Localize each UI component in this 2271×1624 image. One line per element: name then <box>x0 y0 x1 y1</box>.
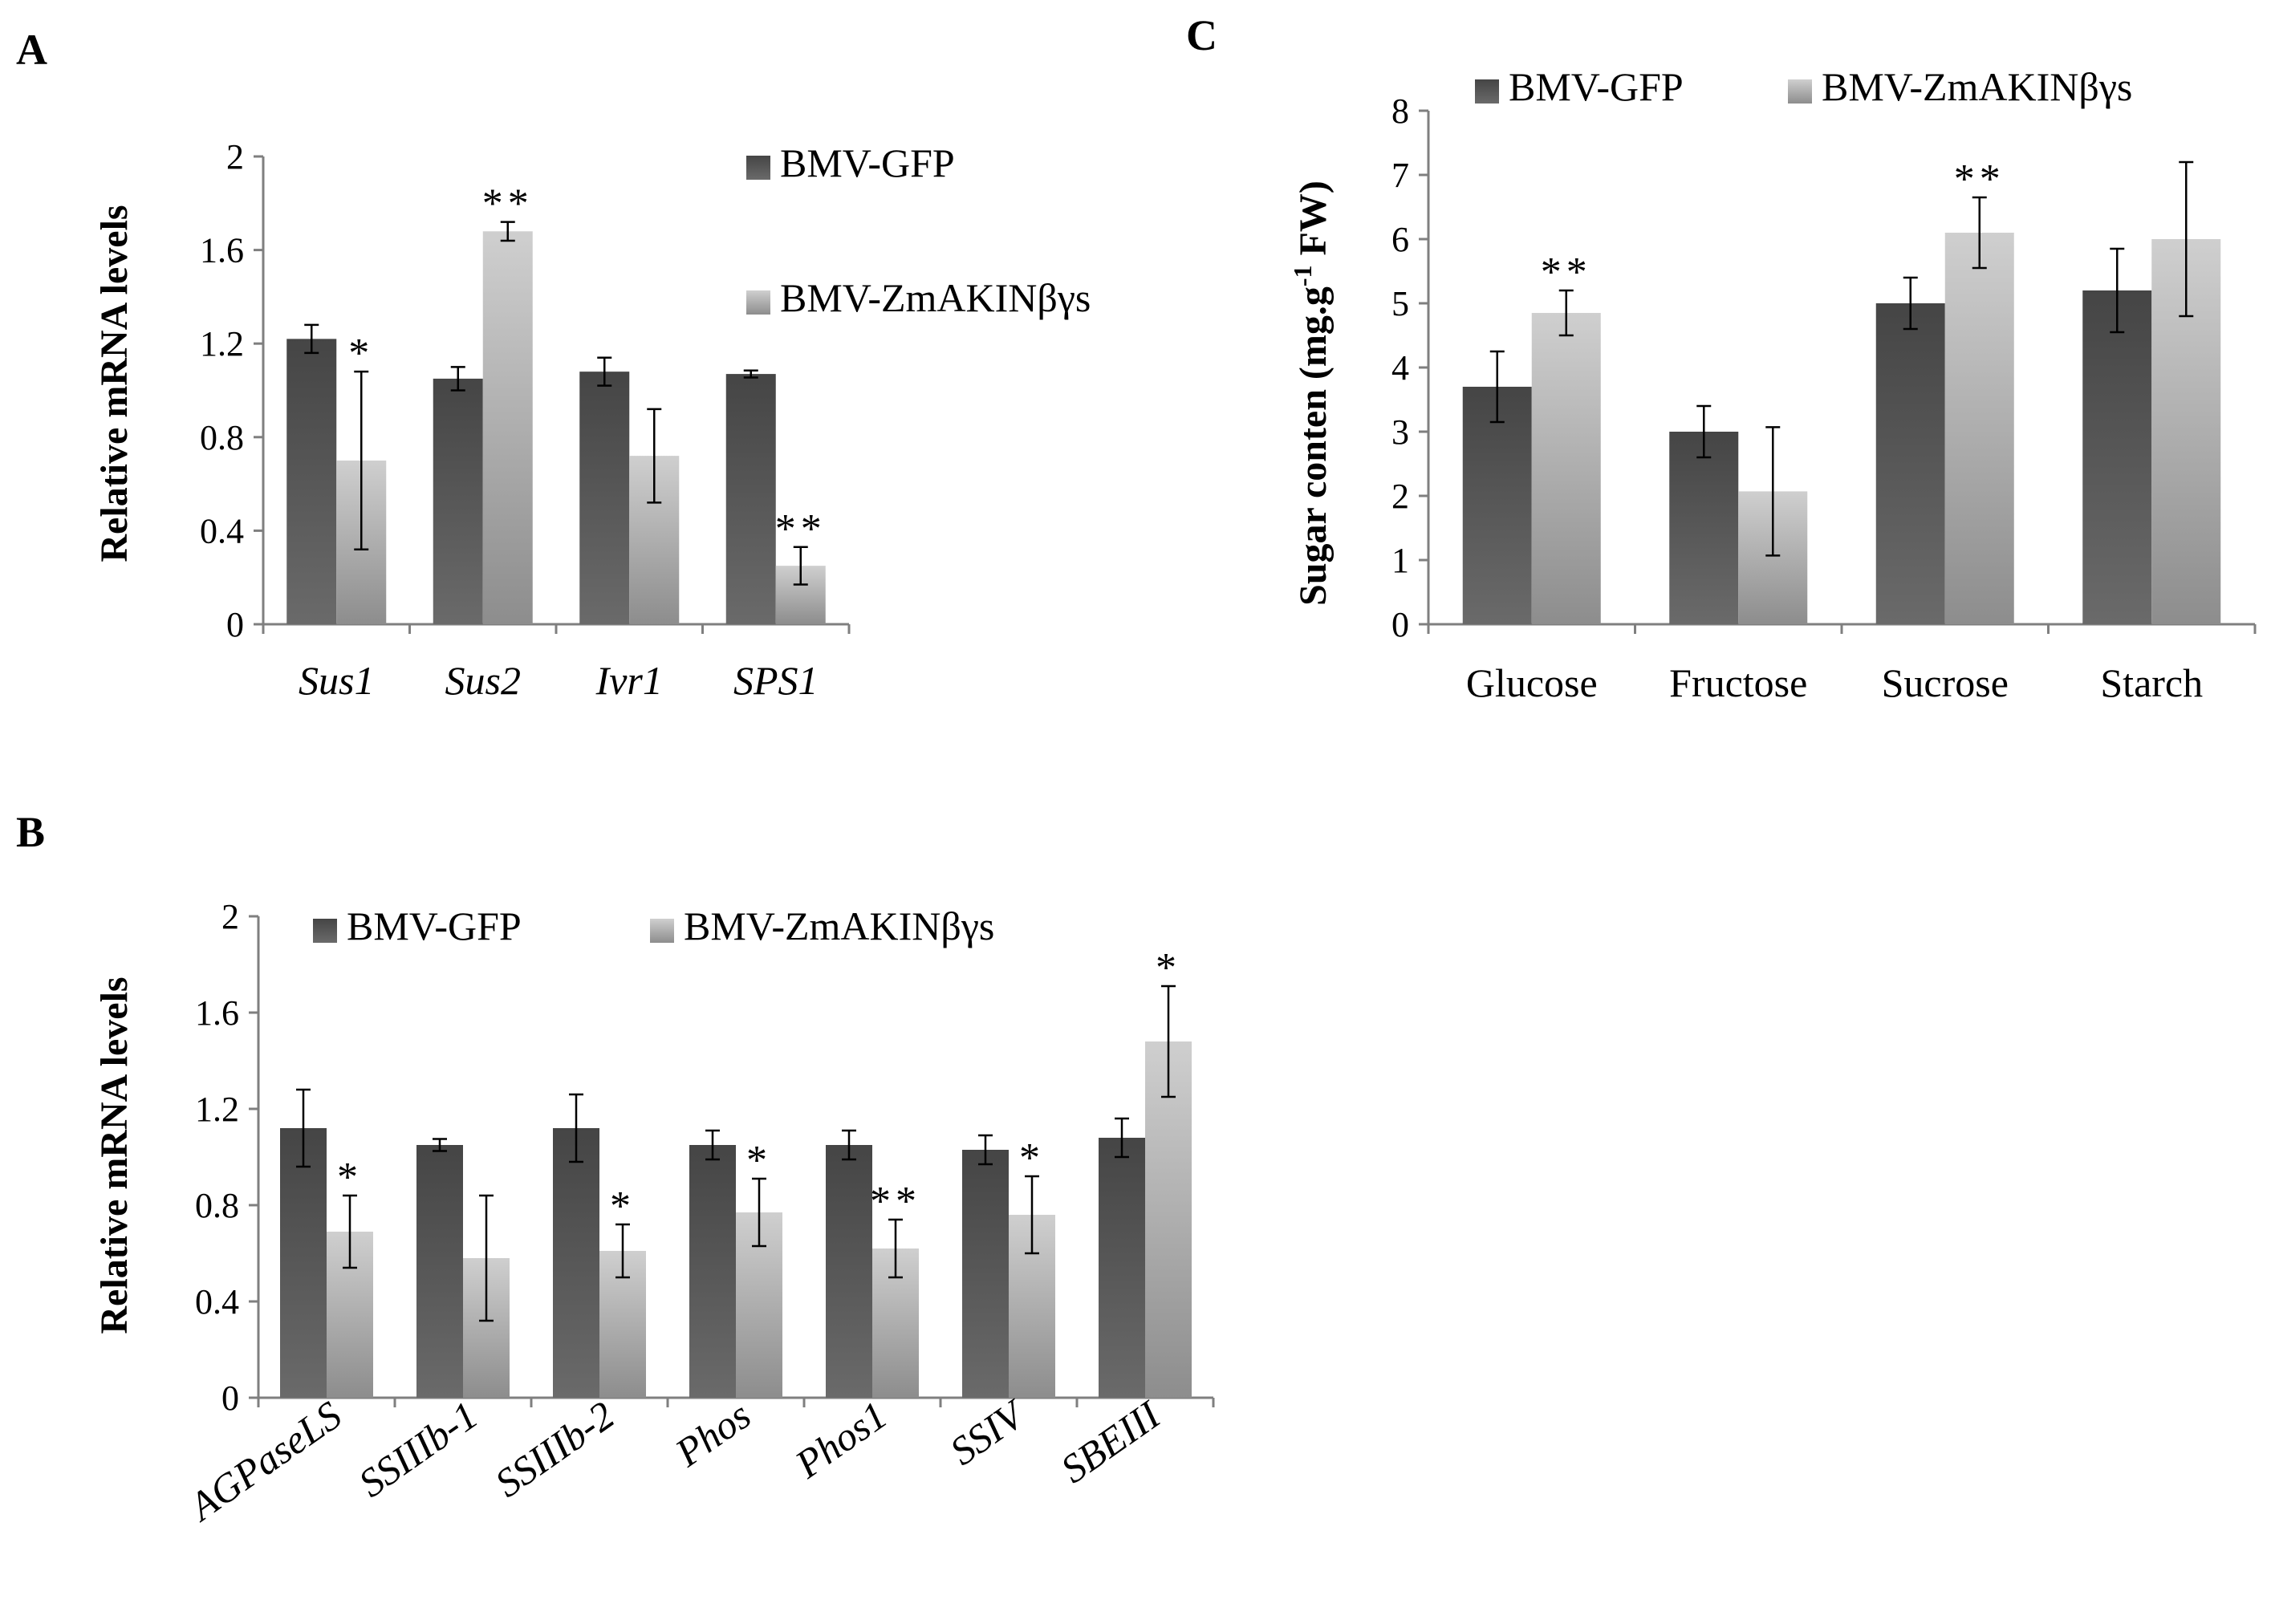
panel-c-legend-swatch <box>1788 79 1812 104</box>
panel-c-y-label-end: FW) <box>1292 181 1335 265</box>
panel-b-bar-gfp <box>416 1145 463 1398</box>
panel-a-y-axis-label: Relative mRNA levels <box>93 205 136 562</box>
panel-b-legend-swatch <box>650 919 674 943</box>
panel-c-legend-label: BMV-ZmAKINβγs <box>1822 64 2132 109</box>
panel-b-category-label: SBEIII <box>1053 1391 1169 1492</box>
panel-b-bar-gfp <box>280 1128 327 1398</box>
panel-c-y-tick-label: 5 <box>1391 284 1409 323</box>
panel-c-y-tick-label: 1 <box>1391 541 1409 580</box>
panel-a-bar-gfp <box>725 374 776 624</box>
panel-a-y-tick-label: 0.8 <box>200 418 244 457</box>
panel-c-significance-mark: ** <box>1954 156 2005 202</box>
panel-c-bar-zmakin <box>1531 313 1601 624</box>
panel-a-y-tick-label: 0.4 <box>200 511 244 550</box>
panel-b-category-label: SSIV <box>942 1390 1035 1474</box>
panel-a-category-label: SPS1 <box>733 658 819 703</box>
panel-b-category-label: Phos1 <box>786 1392 895 1487</box>
panel-a-bar-zmakin <box>482 231 533 624</box>
panel-c-y-tick-label: 0 <box>1391 605 1409 644</box>
panel-b-y-tick-label: 1.2 <box>195 1090 239 1129</box>
panel-b-significance-mark: * <box>337 1155 363 1200</box>
panel-c-plot-area: 0 1 2 3 4 5 6 7 8 ** Glucose Fructose ** Sucrose Starc… <box>1391 64 2257 705</box>
panel-b-y-tick-label: 2 <box>221 897 239 936</box>
panel-a-category-label: Ivr1 <box>595 658 663 703</box>
panel-c-y-tick-label: 4 <box>1391 348 1409 388</box>
panel-a-legend-label: BMV-ZmAKINβγs <box>780 275 1091 320</box>
panel-b-bar-gfp <box>826 1145 872 1398</box>
panel-a-y-tick-label: 0 <box>226 605 244 644</box>
panel-b-significance-mark: ** <box>870 1179 921 1224</box>
panel-b-bar-gfp <box>553 1128 599 1398</box>
panel-c-legend-label: BMV-GFP <box>1509 64 1684 109</box>
panel-a-bar-gfp <box>579 371 630 624</box>
panel-c-y-tick-label: 2 <box>1391 477 1409 516</box>
panel-b-significance-mark: * <box>1019 1135 1045 1181</box>
panel-c-y-label-superscript: -1 <box>1288 265 1317 286</box>
panel-b-category-label: AGPaseLS <box>179 1392 349 1530</box>
panel-a-letter: A <box>16 26 47 74</box>
panel-b-chart: B Relative mRNA levels 0 0.4 0.8 1.2 1.6 2 * AG… <box>16 808 1215 1530</box>
panel-a-significance-mark: ** <box>775 506 827 552</box>
panel-b-significance-mark: * <box>610 1183 636 1229</box>
panel-c-bar-gfp <box>2082 290 2152 624</box>
panel-b-category-label: SSIIIb-1 <box>351 1392 486 1505</box>
panel-c-legend-swatch <box>1475 79 1499 104</box>
panel-b-significance-mark: * <box>1156 945 1181 991</box>
panel-a-bar-gfp <box>286 339 337 624</box>
panel-a-legend-swatch <box>746 290 770 315</box>
panel-b-bar-zmakin <box>1145 1041 1192 1398</box>
panel-b-letter: B <box>16 808 45 856</box>
panel-a-category-label: Sus1 <box>299 658 374 703</box>
panel-b-y-tick-label: 1.6 <box>195 993 239 1033</box>
panel-a-y-tick-label: 1.6 <box>200 231 244 270</box>
panel-b-bar-gfp <box>962 1150 1009 1398</box>
panel-c-bar-gfp <box>1462 387 1532 624</box>
panel-c-category-label: Sucrose <box>1882 660 2009 705</box>
panel-b-category-label: SSIIIb-2 <box>487 1392 623 1505</box>
panel-a-y-tick-label: 2 <box>226 137 244 177</box>
panel-c-y-tick-label: 6 <box>1391 220 1409 259</box>
panel-c-category-label: Starch <box>2100 660 2203 705</box>
panel-b-significance-mark: * <box>746 1138 772 1183</box>
panel-b-legend-label: BMV-GFP <box>347 903 522 948</box>
panel-a-legend-label: BMV-GFP <box>780 140 955 185</box>
panel-a-significance-mark: * <box>348 331 374 376</box>
panel-c-category-label: Glucose <box>1466 660 1598 705</box>
panel-c-bar-zmakin <box>1944 233 2014 624</box>
panel-b-legend-swatch <box>313 919 337 943</box>
panel-c-category-label: Fructose <box>1669 660 1807 705</box>
panel-b-category-label: Phos <box>666 1392 758 1476</box>
panel-a-legend-swatch <box>746 156 770 180</box>
panel-b-plot-area: 0 0.4 0.8 1.2 1.6 2 * AGPaseLS SSIIIb-1 * SSIIIb-2… <box>179 897 1215 1530</box>
panel-c-y-tick-label: 7 <box>1391 156 1409 195</box>
panel-b-y-axis-label: Relative mRNA levels <box>93 976 136 1334</box>
panel-a-y-tick-label: 1.2 <box>200 324 244 363</box>
panel-c-significance-mark: ** <box>1541 250 1592 295</box>
panel-c-bar-gfp <box>1875 303 1945 624</box>
panel-c-y-axis-label: Sugar conten (mg.g-1 FW) <box>1288 181 1335 606</box>
panel-b-bar-gfp <box>689 1145 736 1398</box>
panel-b-legend-label: BMV-ZmAKINβγs <box>684 903 994 948</box>
panel-a-plot-area: 0 0.4 0.8 1.2 1.6 2 * Sus1 ** Sus2 Ivr1 ** SPS1 BMV-G… <box>200 137 1091 703</box>
panel-a-bar-gfp <box>433 378 483 624</box>
panel-b-y-tick-label: 0.8 <box>195 1186 239 1225</box>
panel-b-y-tick-label: 0.4 <box>195 1282 239 1322</box>
panel-c-y-tick-label: 3 <box>1391 412 1409 452</box>
panel-c-letter: C <box>1186 11 1217 59</box>
panel-b-bar-gfp <box>1099 1138 1145 1398</box>
panel-c-y-tick-label: 8 <box>1391 91 1409 131</box>
panel-c-chart: C Sugar conten (mg.g-1 FW) 0 1 2 3 4 5 6 7 8 ** Gl… <box>1186 11 2257 705</box>
panel-a-category-label: Sus2 <box>445 658 521 703</box>
panel-a-significance-mark: ** <box>482 181 534 227</box>
panel-c-y-label-main: Sugar conten (mg.g <box>1292 286 1335 606</box>
panel-b-y-tick-label: 0 <box>221 1378 239 1418</box>
panel-c-bar-gfp <box>1669 432 1739 624</box>
panel-a-chart: A Relative mRNA levels 0 0.4 0.8 1.2 1.6 2 * Su… <box>16 26 1091 703</box>
